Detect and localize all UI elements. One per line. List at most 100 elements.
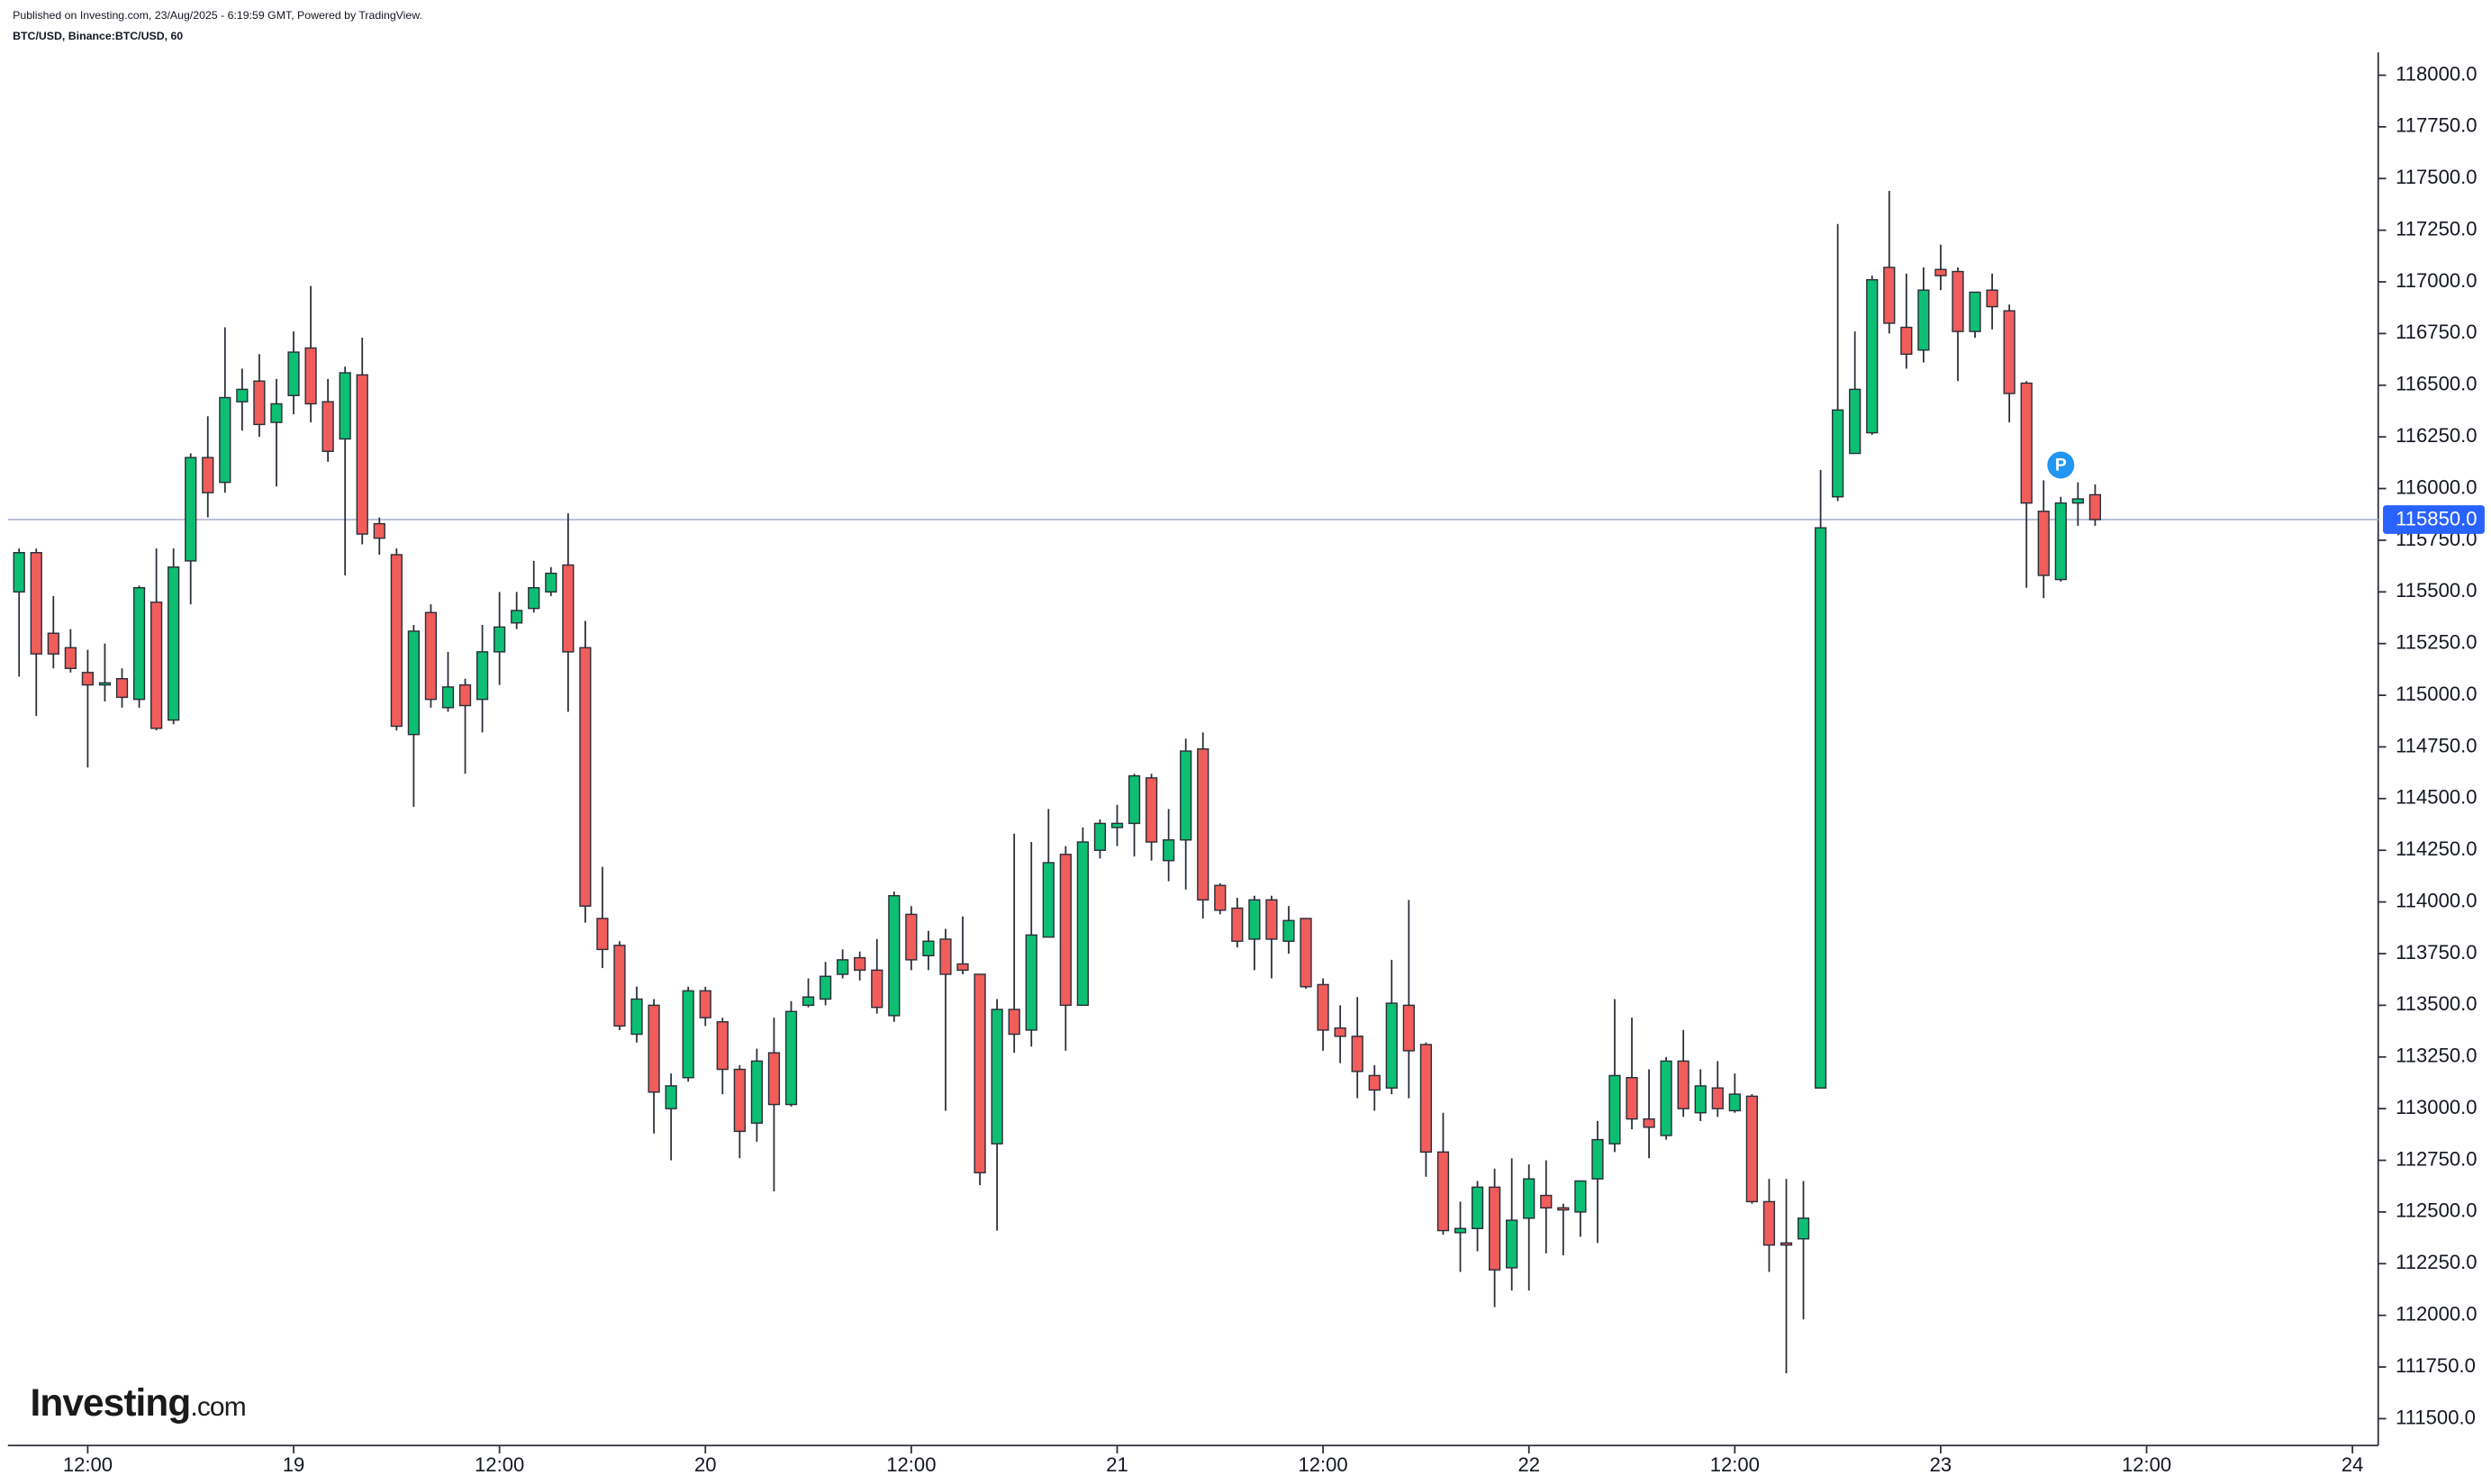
candle-body	[185, 457, 197, 562]
candle-body	[1866, 279, 1879, 434]
candle-body	[956, 963, 969, 972]
x-tick-label: 12:00	[63, 1453, 113, 1476]
candle-body	[1969, 291, 1981, 332]
candle-body	[30, 551, 42, 655]
candle-body	[253, 380, 266, 426]
candle-body	[974, 973, 986, 1174]
candle-body	[1832, 409, 1844, 498]
candle-body	[699, 990, 711, 1018]
y-tick-label: 116750.0	[2396, 321, 2477, 343]
candle-body	[1231, 907, 1244, 942]
candle-body	[1248, 899, 1261, 940]
x-tick-label: 22	[1517, 1453, 1540, 1476]
candle-body	[219, 396, 231, 484]
candle-body	[2088, 493, 2102, 520]
candle-body	[1368, 1074, 1381, 1091]
candle-body	[991, 1009, 1003, 1145]
candle-body	[1557, 1207, 1570, 1211]
candle-body	[2054, 502, 2067, 581]
x-tick-label: 24	[2342, 1453, 2364, 1476]
candle-body	[1317, 983, 1329, 1031]
candle-body	[1849, 388, 1861, 455]
candle-body	[287, 351, 300, 396]
candle-body	[1436, 1151, 1450, 1232]
candle-body	[579, 647, 592, 907]
candle-body	[939, 938, 952, 975]
current-price-box	[2383, 505, 2485, 534]
candle-body	[202, 457, 214, 493]
candle-body	[820, 975, 832, 1000]
candle-body	[476, 651, 489, 701]
x-tick-label: 12:00	[886, 1453, 936, 1476]
candle-body	[150, 602, 163, 729]
x-tick-label: 20	[694, 1453, 717, 1476]
candle-body	[802, 996, 815, 1007]
logo: Investing.com	[31, 1381, 246, 1424]
candle-body	[1059, 854, 1072, 1007]
current-price-label: 115850.0	[2396, 508, 2477, 530]
y-tick-label: 116250.0	[2396, 424, 2477, 447]
candle-body	[2037, 511, 2050, 576]
candle-body	[1694, 1085, 1707, 1114]
candle-body	[1591, 1138, 1604, 1180]
candle-body	[441, 686, 455, 709]
candle-body	[1574, 1180, 1587, 1213]
candle-body	[1300, 918, 1312, 988]
y-tick-label: 115000.0	[2396, 683, 2477, 705]
candle-body	[2071, 498, 2084, 504]
y-tick-label: 112250.0	[2396, 1251, 2477, 1273]
candle-body	[47, 632, 59, 655]
candle-body	[373, 522, 385, 539]
candle-body	[1523, 1178, 1535, 1219]
candle-body	[545, 572, 557, 593]
candle-body	[1677, 1060, 1689, 1109]
candle-body	[1934, 268, 1947, 276]
candle-body	[1900, 326, 1913, 356]
candle-body	[1180, 750, 1192, 841]
y-tick-label: 114750.0	[2396, 734, 2477, 756]
candle-body	[837, 959, 849, 975]
candle-body	[648, 1004, 660, 1093]
y-tick-label: 114250.0	[2396, 837, 2477, 860]
candle-body	[871, 969, 883, 1009]
candle-body	[1214, 884, 1227, 911]
candle-body	[81, 672, 95, 686]
candle-body	[1711, 1087, 1724, 1109]
candle-body	[613, 945, 626, 1027]
candle-body	[13, 551, 25, 593]
candle-body	[1402, 1004, 1415, 1052]
candle-body	[356, 374, 368, 535]
candle-body	[2003, 310, 2015, 394]
candle-body	[1797, 1217, 1810, 1240]
y-tick-label: 111750.0	[2396, 1354, 2476, 1377]
candle-body	[1385, 1002, 1398, 1089]
candle-body	[322, 401, 334, 452]
candle-body	[1917, 289, 1930, 351]
candle-body	[1025, 934, 1037, 1031]
y-tick-label: 117000.0	[2396, 269, 2477, 292]
candle-body	[236, 388, 249, 403]
candle-body	[304, 347, 317, 405]
x-tick-label: 23	[1930, 1453, 1952, 1476]
x-tick-label: 19	[283, 1453, 305, 1476]
candle-body	[339, 372, 351, 440]
candle-body	[1282, 919, 1295, 942]
candle-body	[1728, 1093, 1741, 1112]
y-tick-label: 118000.0	[2396, 62, 2477, 85]
candle-body	[1334, 1027, 1346, 1037]
y-tick-label: 113250.0	[2396, 1045, 2477, 1067]
y-tick-label: 115500.0	[2396, 579, 2477, 602]
y-tick-label: 111500.0	[2396, 1406, 2476, 1428]
candle-body	[1506, 1219, 1518, 1269]
candle-body	[854, 956, 866, 972]
candle-body	[630, 998, 643, 1036]
y-tick-label: 117750.0	[2396, 114, 2477, 137]
candle-body	[1008, 1009, 1020, 1036]
y-tick-label: 112750.0	[2396, 1147, 2477, 1170]
candle-body	[270, 403, 283, 423]
y-tick-label: 113750.0	[2396, 941, 2477, 964]
candle-body	[1419, 1044, 1433, 1154]
candle-body	[1952, 270, 1964, 332]
y-tick-label: 114500.0	[2396, 786, 2477, 809]
